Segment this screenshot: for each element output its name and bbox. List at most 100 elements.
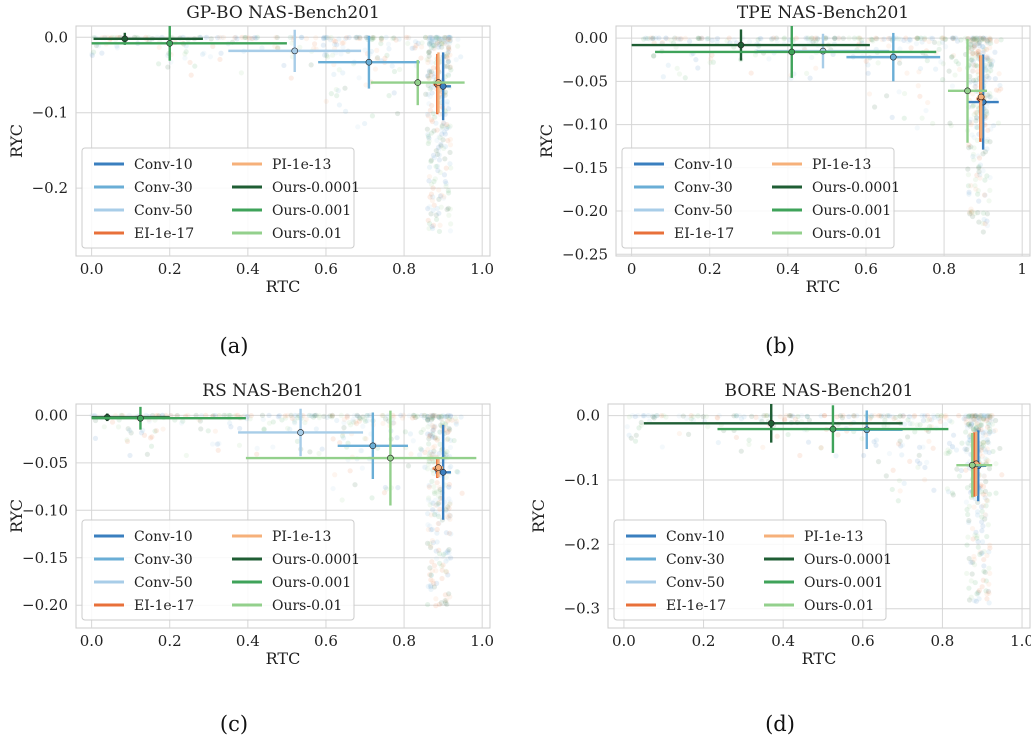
run-point (646, 36, 652, 42)
run-point (446, 425, 452, 431)
run-point (893, 35, 899, 41)
run-point (433, 36, 439, 43)
run-point (418, 44, 425, 50)
run-point (445, 504, 451, 510)
legend-label: PI-1e-13 (272, 157, 331, 173)
run-point (434, 34, 440, 40)
run-point (420, 426, 427, 433)
run-point (983, 67, 989, 74)
run-point (398, 412, 404, 419)
run-point (282, 413, 288, 419)
run-point (442, 36, 448, 42)
run-point (814, 35, 820, 41)
run-point (973, 118, 979, 124)
run-point (453, 420, 459, 426)
run-point (965, 421, 972, 427)
run-point (989, 421, 996, 427)
run-point (948, 123, 954, 129)
run-point (936, 415, 942, 422)
run-point (977, 43, 983, 49)
run-point (446, 428, 452, 434)
run-point (428, 69, 434, 75)
run-point (442, 600, 449, 606)
run-point (984, 146, 990, 152)
run-point (353, 420, 360, 427)
run-point (260, 416, 266, 423)
run-point (832, 35, 838, 42)
run-point (212, 428, 218, 434)
run-point (878, 413, 884, 419)
run-point (198, 413, 205, 419)
run-point (890, 413, 896, 420)
run-point (430, 71, 436, 77)
run-point (429, 90, 435, 96)
run-point (972, 426, 978, 432)
run-point (708, 56, 714, 62)
run-point (982, 447, 988, 453)
run-point (435, 520, 441, 527)
run-point (437, 429, 443, 435)
run-point (970, 559, 976, 565)
run-point (978, 36, 985, 42)
run-point (302, 419, 308, 426)
run-point (432, 512, 438, 518)
run-point (916, 69, 922, 75)
run-point (665, 62, 671, 68)
x-axis-label: RTC (266, 649, 301, 668)
run-point (446, 415, 452, 421)
run-point (433, 41, 440, 47)
run-point (970, 426, 976, 432)
run-point (903, 35, 909, 41)
run-point (319, 446, 325, 452)
run-point (969, 418, 975, 424)
run-point (663, 35, 669, 41)
run-point (429, 35, 435, 41)
run-point (964, 507, 970, 513)
legend-box (81, 519, 355, 621)
run-point (455, 469, 461, 475)
run-point (987, 414, 993, 420)
run-point (716, 412, 722, 419)
run-point (645, 35, 651, 42)
run-point (192, 63, 198, 69)
run-point (406, 413, 412, 419)
run-point (963, 416, 969, 422)
run-point (982, 488, 988, 494)
run-point (804, 70, 810, 76)
run-point (443, 54, 449, 60)
run-point (971, 39, 977, 46)
run-point (660, 74, 666, 80)
run-point (975, 51, 981, 57)
run-point (920, 418, 926, 424)
run-point (437, 415, 444, 422)
run-point (974, 137, 980, 143)
run-point (411, 45, 417, 51)
run-point (917, 93, 923, 99)
run-point (998, 37, 1004, 43)
run-point (178, 420, 185, 426)
run-point (432, 435, 438, 441)
run-point (357, 34, 363, 40)
run-point (873, 35, 879, 41)
run-point (940, 77, 946, 83)
run-point (299, 34, 305, 40)
run-point (978, 422, 985, 428)
run-point (442, 178, 448, 185)
run-point (331, 38, 337, 44)
run-point (984, 596, 990, 602)
run-point (970, 51, 976, 57)
run-point (968, 578, 974, 584)
run-point (429, 434, 436, 440)
run-point (441, 172, 448, 178)
run-point (308, 62, 314, 68)
run-point (183, 452, 189, 459)
run-point (980, 503, 986, 509)
run-point (969, 38, 976, 44)
run-point (915, 83, 921, 89)
run-point (983, 115, 989, 121)
run-point (974, 37, 980, 43)
run-point (369, 36, 375, 43)
run-point (955, 61, 962, 67)
run-point (804, 413, 810, 420)
run-point (643, 35, 649, 41)
